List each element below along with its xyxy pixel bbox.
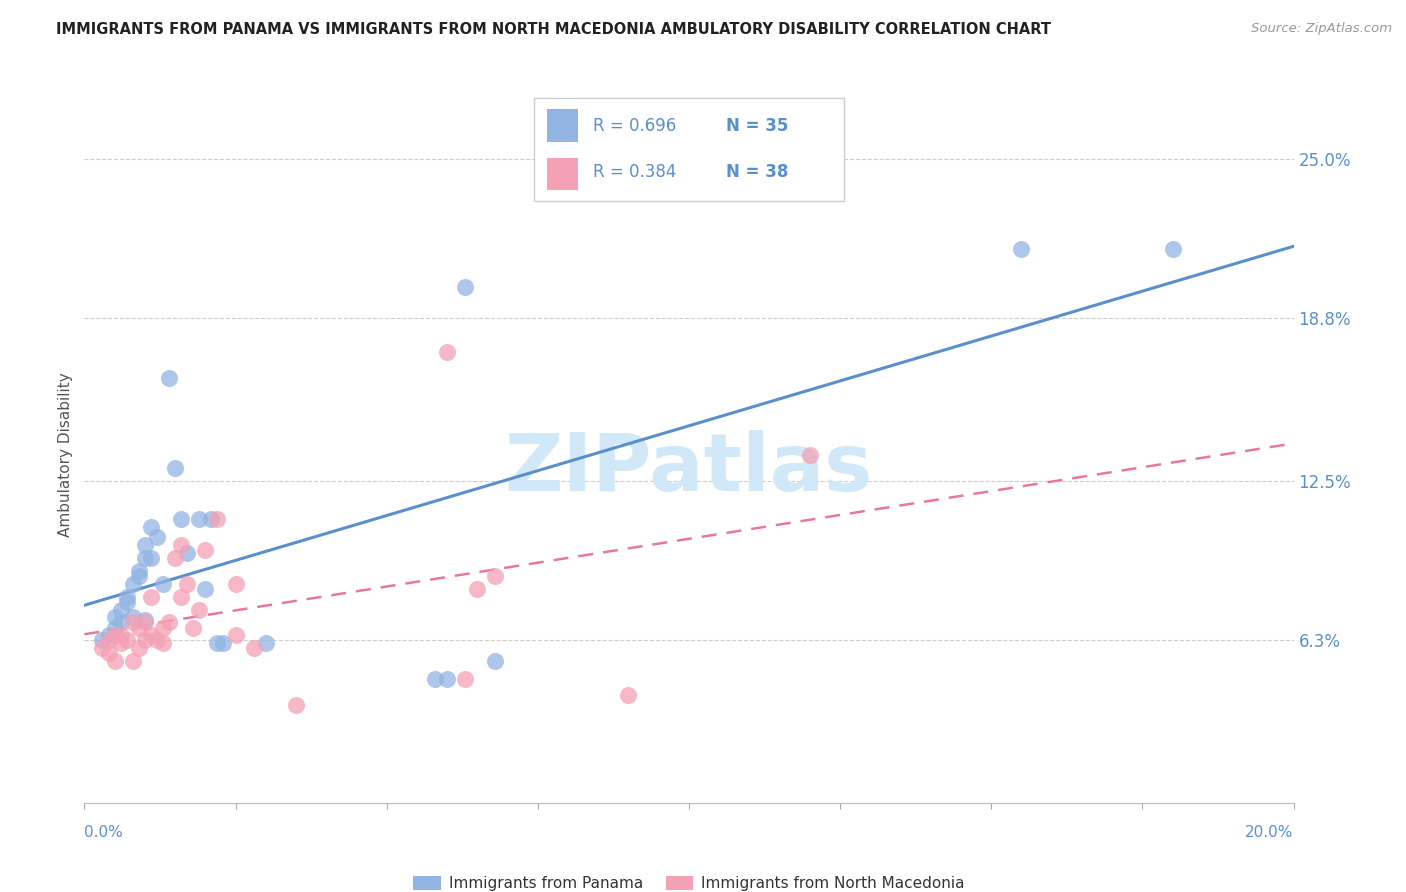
- Text: Source: ZipAtlas.com: Source: ZipAtlas.com: [1251, 22, 1392, 36]
- Point: [454, 672, 477, 686]
- Point: [104, 610, 127, 624]
- Point: [212, 636, 235, 650]
- Point: [152, 621, 174, 635]
- Text: N = 35: N = 35: [725, 117, 789, 135]
- Point: [484, 654, 506, 668]
- Point: [799, 448, 821, 462]
- Point: [134, 613, 156, 627]
- Point: [128, 621, 150, 635]
- Point: [139, 628, 162, 642]
- Point: [157, 615, 180, 630]
- Point: [121, 615, 143, 630]
- Point: [242, 641, 264, 656]
- Point: [121, 610, 143, 624]
- Point: [467, 582, 489, 596]
- Point: [225, 576, 247, 591]
- Point: [139, 590, 162, 604]
- Point: [110, 636, 132, 650]
- Point: [139, 520, 162, 534]
- Point: [484, 569, 506, 583]
- Point: [200, 512, 222, 526]
- Point: [163, 460, 186, 475]
- Point: [181, 621, 204, 635]
- Point: [152, 636, 174, 650]
- Point: [146, 530, 169, 544]
- Point: [194, 543, 217, 558]
- Legend: Immigrants from Panama, Immigrants from North Macedonia: Immigrants from Panama, Immigrants from …: [408, 870, 970, 892]
- Point: [617, 688, 640, 702]
- Point: [121, 654, 143, 668]
- Text: ZIPatlas: ZIPatlas: [505, 430, 873, 508]
- Point: [254, 636, 277, 650]
- Point: [170, 590, 193, 604]
- Point: [146, 633, 169, 648]
- Text: IMMIGRANTS FROM PANAMA VS IMMIGRANTS FROM NORTH MACEDONIA AMBULATORY DISABILITY : IMMIGRANTS FROM PANAMA VS IMMIGRANTS FRO…: [56, 22, 1052, 37]
- Point: [436, 672, 458, 686]
- Point: [104, 628, 127, 642]
- Point: [97, 628, 120, 642]
- Point: [1010, 242, 1032, 256]
- Point: [110, 615, 132, 630]
- Point: [176, 576, 198, 591]
- Point: [454, 280, 477, 294]
- Point: [207, 636, 229, 650]
- Point: [104, 654, 127, 668]
- Point: [157, 370, 180, 384]
- Point: [121, 576, 143, 591]
- Point: [139, 551, 162, 566]
- Point: [91, 633, 114, 648]
- Bar: [547, 158, 578, 190]
- Point: [128, 564, 150, 578]
- Point: [115, 590, 138, 604]
- Point: [128, 569, 150, 583]
- Y-axis label: Ambulatory Disability: Ambulatory Disability: [58, 373, 73, 537]
- Point: [188, 512, 211, 526]
- Point: [115, 595, 138, 609]
- Point: [134, 633, 156, 648]
- Point: [134, 615, 156, 630]
- Point: [207, 512, 229, 526]
- Point: [97, 646, 120, 660]
- Text: 0.0%: 0.0%: [84, 825, 124, 840]
- Point: [436, 344, 458, 359]
- Point: [110, 602, 132, 616]
- Point: [134, 538, 156, 552]
- Text: R = 0.384: R = 0.384: [593, 163, 676, 181]
- Text: N = 38: N = 38: [725, 163, 789, 181]
- Point: [128, 641, 150, 656]
- Point: [170, 538, 193, 552]
- Point: [91, 641, 114, 656]
- Point: [110, 628, 132, 642]
- Point: [115, 633, 138, 648]
- Text: R = 0.696: R = 0.696: [593, 117, 676, 135]
- Point: [97, 633, 120, 648]
- Point: [284, 698, 308, 712]
- Point: [423, 672, 446, 686]
- Point: [134, 551, 156, 566]
- Point: [194, 582, 217, 596]
- Bar: [547, 110, 578, 142]
- Point: [152, 576, 174, 591]
- Point: [170, 512, 193, 526]
- Point: [188, 602, 211, 616]
- FancyBboxPatch shape: [534, 98, 844, 201]
- Text: 20.0%: 20.0%: [1246, 825, 1294, 840]
- Point: [176, 546, 198, 560]
- Point: [1161, 242, 1184, 256]
- Point: [163, 551, 186, 566]
- Point: [104, 621, 127, 635]
- Point: [225, 628, 247, 642]
